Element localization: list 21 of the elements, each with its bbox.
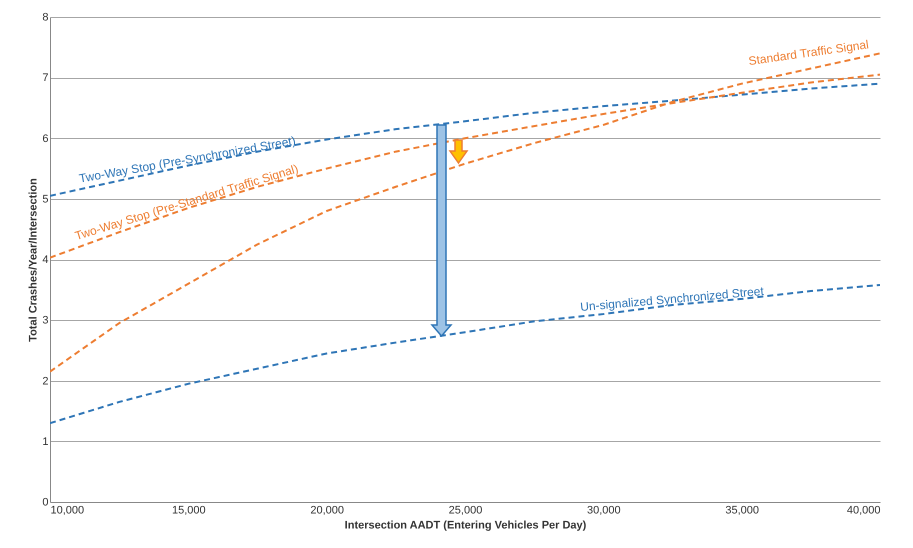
y-tick-label: 7 [42,72,48,84]
x-tick-label: 30,000 [587,504,621,516]
x-tick-label: 40,000 [846,504,880,516]
line-series [50,284,880,424]
y-tick-label: 2 [42,375,48,388]
series-label: Un-signalized Synchronized Street [580,284,765,314]
y-tick-label: 1 [42,436,48,448]
y-tick-label: 6 [42,132,48,145]
x-tick-label: 25,000 [448,504,482,516]
x-axis-title: Intersection AADT (Entering Vehicles Per Day) [344,520,587,532]
x-tick-label: 20,000 [310,504,344,516]
x-tick-label: 35,000 [725,504,759,516]
x-tick-label: 15,000 [172,504,206,516]
x-tick-label: 10,000 [50,504,84,516]
text: Standard Traffic Signal [748,37,870,68]
y-tick-label: 8 [42,12,48,24]
y-tick-label: 3 [42,314,48,327]
y-tick-label: 5 [42,193,48,206]
y-axis-title: Total Crashes/Year/Intersection [27,178,40,342]
y-tick-label: 0 [42,496,48,508]
y-tick-label: 4 [42,254,48,266]
